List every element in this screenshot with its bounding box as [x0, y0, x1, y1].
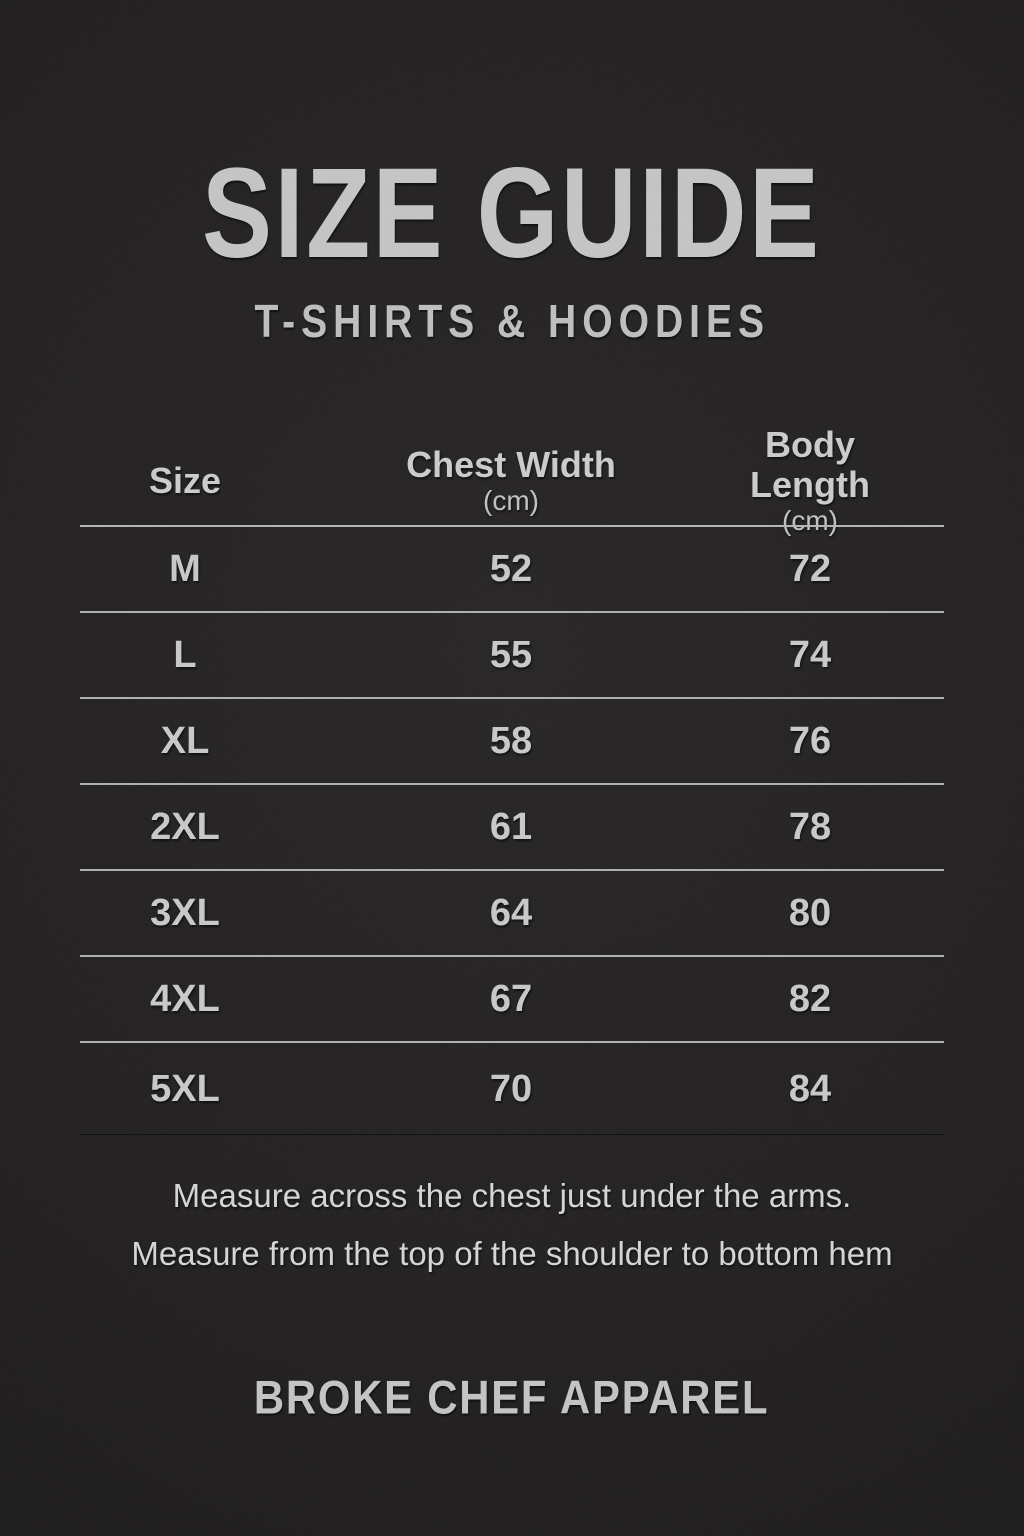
chest-width-cell: 55: [489, 633, 533, 676]
body-length-cell: 80: [788, 891, 832, 934]
table-row-3xl: 3XL 64 80: [80, 871, 944, 957]
brand-name-text: BROKE CHEF APPAREL: [254, 1370, 770, 1424]
measurement-notes: Measure across the chest just under the …: [0, 1167, 1024, 1283]
chest-width-cell: 67: [489, 977, 533, 1020]
size-table-header: Size Chest Width (cm) Body Length (cm): [80, 425, 944, 537]
page-title: SIZE GUIDE: [0, 150, 1024, 278]
size-cell: 3XL: [150, 891, 220, 934]
size-cell: 4XL: [150, 977, 220, 1020]
table-row-m: M 52 72: [80, 527, 944, 613]
note-line-2: Measure from the top of the shoulder to …: [131, 1235, 893, 1272]
body-length-cell: 74: [788, 633, 832, 676]
column-header-body-length: Body Length (cm): [732, 425, 944, 537]
body-length-cell: 78: [788, 805, 832, 848]
page-title-text: SIZE GUIDE: [202, 142, 822, 285]
page-subtitle: T-SHIRTS & HOODIES: [0, 298, 1024, 344]
size-cell: XL: [160, 719, 210, 762]
size-cell: 2XL: [150, 805, 220, 848]
body-length-cell: 72: [788, 547, 832, 590]
chest-width-cell: 64: [489, 891, 533, 934]
body-length-cell: 76: [788, 719, 832, 762]
column-header-size-label: Size: [148, 460, 222, 501]
column-header-chest-width: Chest Width (cm): [290, 425, 732, 537]
size-table-body: M 52 72 L 55 74 XL 58 76 2XL 61 78 3XL 6…: [80, 525, 944, 1135]
chest-width-cell: 70: [489, 1067, 533, 1110]
body-length-cell: 82: [788, 977, 832, 1020]
page-subtitle-text: T-SHIRTS & HOODIES: [254, 295, 770, 347]
column-header-size: Size: [80, 425, 290, 537]
size-cell: 5XL: [150, 1067, 220, 1110]
column-header-chest-width-label: Chest Width: [406, 444, 616, 485]
body-length-cell: 84: [788, 1067, 832, 1110]
chest-width-cell: 61: [489, 805, 533, 848]
table-row-4xl: 4XL 67 82: [80, 957, 944, 1043]
note-line-1: Measure across the chest just under the …: [172, 1177, 852, 1214]
table-row-5xl: 5XL 70 84: [80, 1043, 944, 1135]
chest-width-cell: 52: [489, 547, 533, 590]
chest-width-cell: 58: [489, 719, 533, 762]
column-header-chest-width-unit: (cm): [483, 485, 539, 516]
size-cell: L: [173, 633, 197, 676]
column-header-body-length-label: Body Length: [750, 424, 870, 505]
table-row-2xl: 2XL 61 78: [80, 785, 944, 871]
table-row-xl: XL 58 76: [80, 699, 944, 785]
size-cell: M: [169, 547, 201, 590]
table-row-l: L 55 74: [80, 613, 944, 699]
brand-footer: BROKE CHEF APPAREL: [0, 1374, 1024, 1421]
